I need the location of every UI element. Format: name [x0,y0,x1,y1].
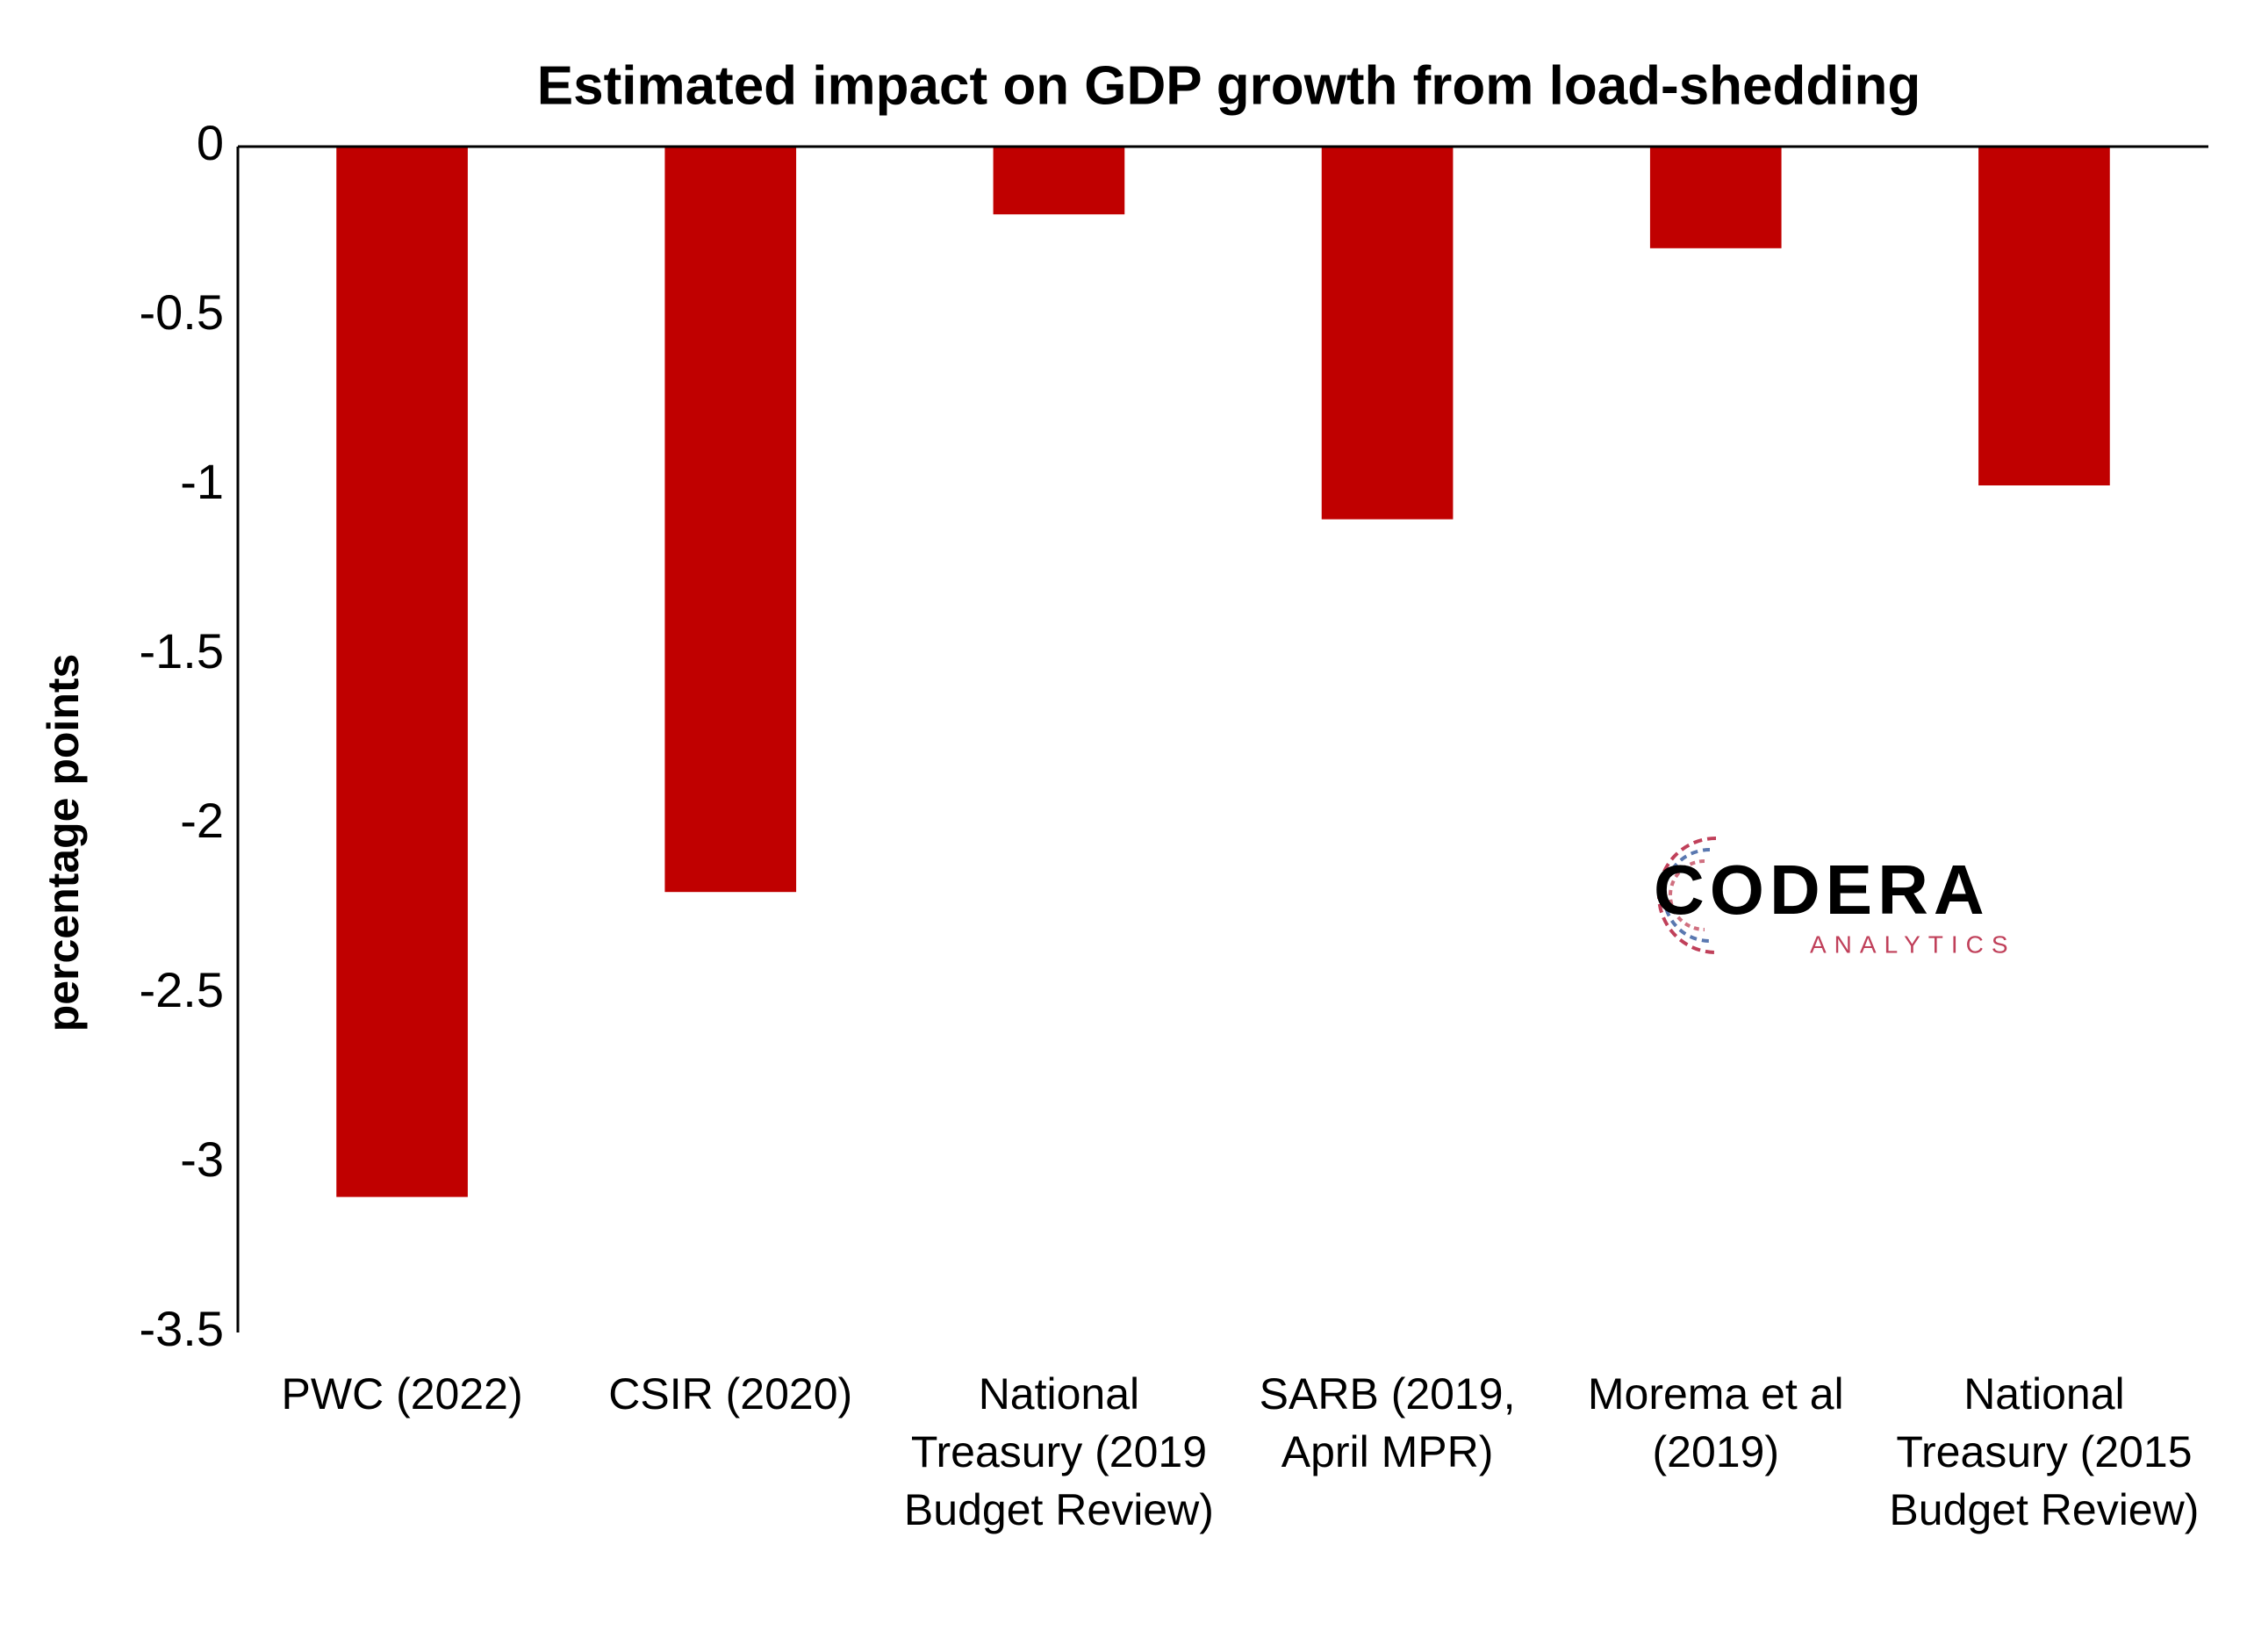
y-tick-label: -2 [180,793,224,848]
logo-tagline: ANALYTICS [1810,930,2016,958]
x-tick-label: SARB (2019, April MPR) [1260,1369,1516,1476]
y-tick-label: -3 [180,1131,224,1187]
bar [1321,147,1454,520]
x-tick-label: National Treasury (2015 Budget Review) [1889,1369,2199,1534]
bar [336,147,468,1197]
y-axis-label: percentage points [39,654,88,1032]
bar [1978,147,2110,485]
logo-name: CODERA [1654,851,1990,929]
bar [993,147,1125,215]
y-tick-label: -0.5 [140,284,225,340]
y-tick-label: -1 [180,454,224,509]
x-tick-label: PWC (2022) [282,1369,523,1419]
x-tick-label: Morema et al (2019) [1588,1369,1844,1476]
x-tick-label: CSIR (2020) [608,1369,852,1419]
x-tick-label: National Treasury (2019 Budget Review) [904,1369,1214,1534]
y-tick-label: -2.5 [140,962,225,1017]
y-tick-label: -1.5 [140,623,225,679]
y-tick-label: -3.5 [140,1301,225,1356]
bar [664,147,797,893]
bar [1649,147,1782,248]
y-tick-label: 0 [197,115,224,170]
chart-title: Estimated impact on GDP growth from load… [537,55,1921,116]
logo-graphic [1657,837,1717,954]
